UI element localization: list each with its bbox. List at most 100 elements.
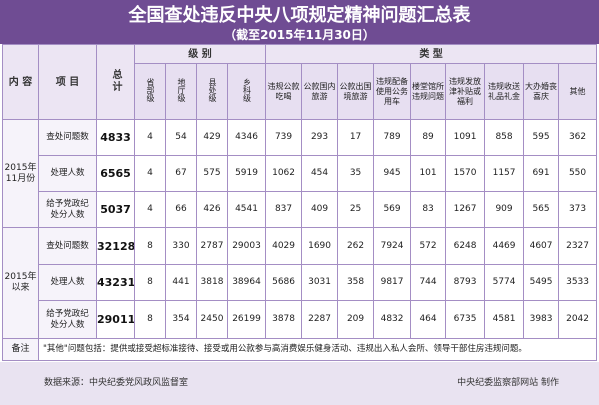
type-cell: 209 — [337, 300, 375, 339]
row-label: 给予党政纪处分人数 — [38, 191, 97, 228]
level-cell: 67 — [165, 155, 197, 192]
type-cell: 2042 — [558, 300, 598, 339]
level-cell: 4541 — [226, 191, 267, 228]
type-cell: 565 — [523, 191, 560, 228]
level-cell: 26199 — [226, 300, 267, 339]
table-row: 2015年以来 查处问题数 32128 8 330 2787 29003 4029 1690 26… — [2, 227, 598, 339]
type-cell: 1267 — [445, 191, 486, 228]
type-cell: 691 — [523, 155, 560, 192]
level-cell: 429 — [196, 119, 228, 156]
footer: 数据来源：中央纪委党风政风监督室 中央纪委监察部网站 制作 — [0, 362, 599, 405]
type-cell: 35 — [337, 155, 375, 192]
type-cell: 739 — [265, 119, 303, 156]
type-cell: 1690 — [301, 227, 339, 265]
summary-table: 内 容 项 目 总计 级 别 类 型 省部级 地厅级 县处级 乡科级 违规公款吃… — [2, 44, 598, 361]
header-level: 省部级 — [134, 63, 166, 120]
type-cell: 409 — [301, 191, 339, 228]
type-cell: 3878 — [265, 300, 303, 339]
level-cell: 575 — [196, 155, 228, 192]
type-cell: 3983 — [523, 300, 560, 339]
table-body: 2015年11月份 查处问题数 4833 4 54 429 4346 739 293 17 789 8… — [2, 119, 598, 339]
type-cell: 7924 — [373, 227, 412, 265]
type-cell: 6248 — [445, 227, 486, 265]
type-cell: 358 — [337, 264, 375, 301]
type-cell: 17 — [337, 119, 375, 156]
type-cell: 595 — [523, 119, 560, 156]
header-type: 其他 — [558, 63, 598, 120]
table-row: 给予党政纪处分人数 29011 8 354 2450 26199 3878 2287 209 48… — [3, 300, 598, 339]
table-row: 2015年11月份 查处问题数 4833 4 54 429 4346 739 293 17 789 8… — [2, 119, 598, 228]
level-cell: 8 — [134, 227, 166, 265]
level-cell: 4 — [134, 119, 166, 156]
table-row: 给予党政纪处分人数 5037 4 66 426 4541 837 409 25 569 83 1267… — [3, 191, 598, 228]
total-cell: 29011 — [96, 300, 135, 339]
type-cell: 550 — [558, 155, 598, 192]
total-cell: 6565 — [96, 155, 135, 192]
title-band: 全国查处违反中央八项规定精神问题汇总表 （截至2015年11月30日） — [0, 0, 599, 44]
total-cell: 43231 — [96, 264, 135, 301]
type-cell: 1062 — [265, 155, 303, 192]
type-cell: 909 — [484, 191, 525, 228]
level-cell: 8 — [134, 264, 166, 301]
type-cell: 9817 — [373, 264, 412, 301]
page-subtitle: （截至2015年11月30日） — [224, 28, 375, 42]
level-cell: 330 — [165, 227, 197, 265]
header-level-group: 级 别 — [133, 44, 267, 64]
total-cell: 5037 — [96, 191, 135, 228]
header-type: 大办婚丧喜庆 — [523, 63, 560, 120]
type-cell: 945 — [373, 155, 412, 192]
type-cell: 3533 — [558, 264, 598, 301]
level-cell: 2787 — [196, 227, 228, 265]
type-cell: 464 — [410, 300, 447, 339]
header-type-group: 类 型 — [265, 44, 598, 64]
type-cell: 1091 — [445, 119, 486, 156]
level-cell: 4 — [134, 191, 166, 228]
header-level: 乡科级 — [226, 63, 267, 120]
type-cell: 1157 — [484, 155, 525, 192]
type-cell: 2327 — [558, 227, 598, 265]
type-cell: 8793 — [445, 264, 486, 301]
type-cell: 4607 — [523, 227, 560, 265]
level-cell: 54 — [165, 119, 197, 156]
type-cell: 362 — [558, 119, 598, 156]
type-cell: 5774 — [484, 264, 525, 301]
row-label: 处理人数 — [38, 264, 97, 301]
level-cell: 29003 — [226, 227, 267, 265]
header-type: 公款出国境旅游 — [337, 63, 375, 120]
type-cell: 744 — [410, 264, 447, 301]
type-cell: 5495 — [523, 264, 560, 301]
header-type: 违规配备使用公务用车 — [373, 63, 412, 120]
row-label: 查处问题数 — [38, 227, 97, 265]
level-cell: 66 — [165, 191, 197, 228]
type-cell: 293 — [301, 119, 339, 156]
table-row: 处理人数 6565 4 67 575 5919 1062 454 35 945 101 1570 115… — [3, 155, 598, 192]
level-cell: 4346 — [226, 119, 267, 156]
header-type: 楼堂馆所违规问题 — [410, 63, 447, 120]
type-cell: 837 — [265, 191, 303, 228]
header-content: 内 容 — [2, 44, 39, 120]
header-level: 县处级 — [196, 63, 228, 120]
data-source: 数据来源：中央纪委党风政风监督室 — [44, 378, 189, 388]
level-cell: 2450 — [196, 300, 228, 339]
table-row: 处理人数 43231 8 441 3818 38964 5686 3031 358 9817 744… — [3, 264, 598, 301]
type-cell: 2287 — [301, 300, 339, 339]
total-cell: 32128 — [96, 227, 135, 265]
type-cell: 83 — [410, 191, 447, 228]
level-cell: 8 — [134, 300, 166, 339]
type-cell: 25 — [337, 191, 375, 228]
level-cell: 5919 — [226, 155, 267, 192]
row-label: 查处问题数 — [38, 119, 97, 156]
total-cell: 4833 — [96, 119, 135, 156]
header-type: 违规公款吃喝 — [265, 63, 303, 120]
type-cell: 454 — [301, 155, 339, 192]
type-cell: 6735 — [445, 300, 486, 339]
page-title: 全国查处违反中央八项规定精神问题汇总表 — [128, 5, 471, 26]
level-cell: 3818 — [196, 264, 228, 301]
type-cell: 262 — [337, 227, 375, 265]
type-cell: 858 — [484, 119, 525, 156]
type-cell: 789 — [373, 119, 412, 156]
maker-credit: 中央纪委监察部网站 制作 — [457, 378, 559, 388]
level-cell: 4 — [134, 155, 166, 192]
type-cell: 1570 — [445, 155, 486, 192]
period-label: 2015年以来 — [2, 227, 39, 339]
